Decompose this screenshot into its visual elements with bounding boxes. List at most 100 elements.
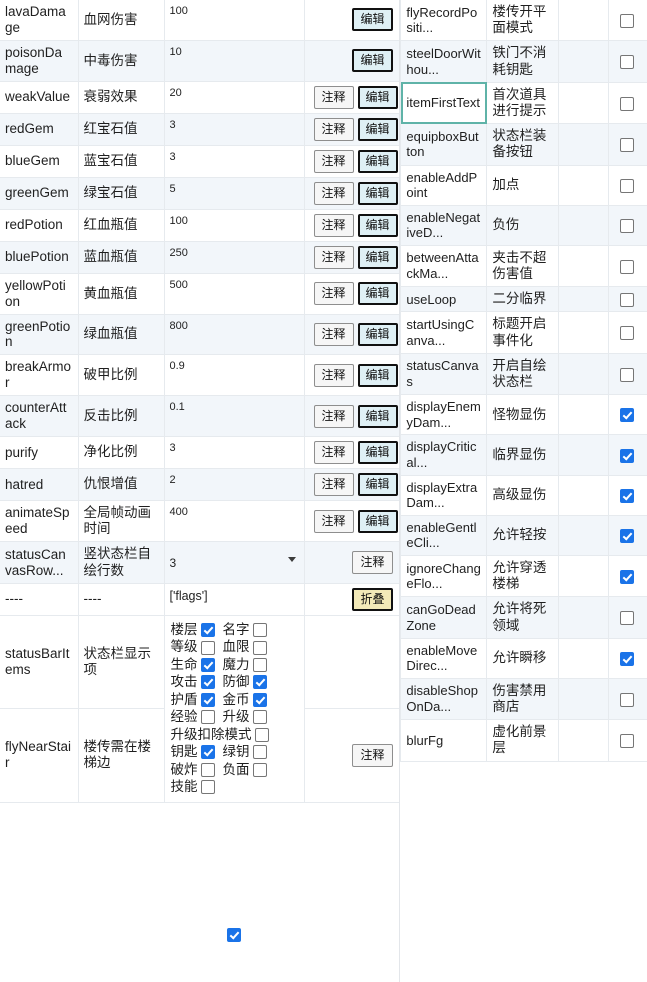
flag-checkbox[interactable] <box>252 762 267 777</box>
setting-value-cell[interactable] <box>608 82 647 125</box>
setting-value-cell[interactable]: 3 <box>164 113 305 146</box>
edit-button[interactable]: 编辑 <box>357 282 398 306</box>
comment-button[interactable]: 注释 <box>352 551 393 575</box>
setting-value-cell[interactable] <box>608 205 647 246</box>
setting-checkbox[interactable] <box>620 408 635 423</box>
setting-value-cell[interactable] <box>608 638 647 679</box>
setting-value-cell[interactable] <box>608 123 647 166</box>
flag-checkbox[interactable] <box>200 657 215 672</box>
setting-checkbox[interactable] <box>620 218 635 233</box>
status-canvas-row-select[interactable]: 12345 <box>169 553 299 572</box>
comment-button[interactable]: 注释 <box>313 322 354 346</box>
edit-button[interactable]: 编辑 <box>357 85 398 109</box>
setting-checkbox[interactable] <box>620 13 635 28</box>
collapse-button[interactable]: 折叠 <box>352 587 393 611</box>
setting-value-cell[interactable]: 0.9 <box>164 354 305 397</box>
flag-item[interactable]: 攻击 <box>171 674 215 690</box>
flag-item[interactable]: 金币 <box>223 692 267 708</box>
setting-value-cell[interactable]: 12345 <box>164 541 305 584</box>
edit-button[interactable]: 编辑 <box>357 117 398 141</box>
flag-checkbox[interactable] <box>200 623 215 638</box>
setting-checkbox[interactable] <box>620 137 635 152</box>
flag-item[interactable]: 魔力 <box>223 657 267 673</box>
edit-button[interactable]: 编辑 <box>357 213 398 237</box>
flag-checkbox[interactable] <box>200 762 215 777</box>
flag-item[interactable]: 等级 <box>171 639 215 655</box>
setting-value-cell[interactable] <box>608 596 647 639</box>
setting-value-cell[interactable] <box>608 394 647 436</box>
setting-checkbox[interactable] <box>620 178 635 193</box>
flag-checkbox[interactable] <box>200 780 215 795</box>
flag-item[interactable]: 升级扣除模式 <box>171 727 269 743</box>
setting-value-cell[interactable] <box>608 678 647 721</box>
setting-value-cell[interactable] <box>608 475 647 516</box>
setting-value-cell[interactable]: 100 <box>164 209 305 242</box>
setting-value-cell[interactable]: 250 <box>164 241 305 274</box>
fly-near-stair-checkbox[interactable] <box>227 928 241 942</box>
fly-near-stair-value-cell[interactable] <box>164 922 304 948</box>
setting-checkbox[interactable] <box>620 569 635 584</box>
flag-checkbox[interactable] <box>252 692 267 707</box>
flag-checkbox[interactable] <box>252 657 267 672</box>
comment-button[interactable]: 注释 <box>313 213 354 237</box>
flag-item[interactable]: 生命 <box>171 657 215 673</box>
comment-button[interactable]: 注释 <box>313 509 354 533</box>
setting-checkbox[interactable] <box>620 611 635 626</box>
setting-value-cell[interactable] <box>608 0 647 42</box>
setting-value-cell[interactable]: 3 <box>164 436 305 470</box>
flag-item[interactable]: 钥匙 <box>171 744 215 760</box>
setting-value-cell[interactable] <box>608 515 647 556</box>
comment-button[interactable]: 注释 <box>313 441 354 465</box>
edit-button[interactable]: 编辑 <box>357 441 398 465</box>
flag-checkbox[interactable] <box>252 675 267 690</box>
comment-button[interactable]: 注释 <box>313 149 354 173</box>
setting-checkbox[interactable] <box>620 55 635 70</box>
setting-checkbox[interactable] <box>620 448 635 463</box>
flag-item[interactable]: 升级 <box>223 709 267 725</box>
edit-button[interactable]: 编辑 <box>357 322 398 346</box>
setting-checkbox[interactable] <box>620 292 635 307</box>
flag-checkbox[interactable] <box>252 745 267 760</box>
flag-checkbox[interactable] <box>252 710 267 725</box>
setting-checkbox[interactable] <box>620 528 635 543</box>
setting-value-cell[interactable]: 100 <box>164 0 305 41</box>
edit-button[interactable]: 编辑 <box>357 149 398 173</box>
flag-item[interactable]: 破炸 <box>171 762 215 778</box>
edit-button[interactable]: 编辑 <box>352 8 393 32</box>
edit-button[interactable]: 编辑 <box>357 181 398 205</box>
setting-value-cell[interactable]: 800 <box>164 314 305 356</box>
comment-button[interactable]: 注释 <box>313 245 354 269</box>
edit-button[interactable]: 编辑 <box>357 245 398 269</box>
setting-value-cell[interactable] <box>608 719 647 762</box>
setting-checkbox[interactable] <box>620 367 635 382</box>
setting-checkbox[interactable] <box>620 326 635 341</box>
comment-button[interactable]: 注释 <box>352 743 393 767</box>
setting-value-cell[interactable] <box>608 353 647 396</box>
setting-value-cell[interactable]: 400 <box>164 500 305 543</box>
flag-item[interactable]: 名字 <box>223 622 267 638</box>
setting-value-cell[interactable]: 5 <box>164 177 305 210</box>
flag-checkbox[interactable] <box>254 727 269 742</box>
flag-checkbox[interactable] <box>200 745 215 760</box>
flag-checkbox[interactable] <box>252 640 267 655</box>
comment-button[interactable]: 注释 <box>313 85 354 109</box>
setting-value-cell[interactable]: 0.1 <box>164 395 305 438</box>
comment-button[interactable]: 注释 <box>313 117 354 141</box>
edit-button[interactable]: 编辑 <box>357 363 398 387</box>
setting-value-cell[interactable] <box>608 245 647 288</box>
flag-item[interactable]: 护盾 <box>171 692 215 708</box>
setting-value-cell[interactable]: 20 <box>164 81 305 114</box>
setting-checkbox[interactable] <box>620 651 635 666</box>
comment-button[interactable]: 注释 <box>313 404 354 428</box>
comment-button[interactable]: 注释 <box>313 363 354 387</box>
setting-value-cell[interactable] <box>608 40 647 83</box>
flag-checkbox[interactable] <box>200 692 215 707</box>
setting-value-cell[interactable] <box>608 311 647 354</box>
flag-checkbox[interactable] <box>252 623 267 638</box>
flag-item[interactable]: 楼层 <box>171 622 215 638</box>
flag-item[interactable]: 经验 <box>171 709 215 725</box>
flag-item[interactable]: 绿钥 <box>223 744 267 760</box>
flag-checkbox[interactable] <box>200 710 215 725</box>
setting-value-cell[interactable]: 3 <box>164 145 305 178</box>
setting-checkbox[interactable] <box>620 488 635 503</box>
